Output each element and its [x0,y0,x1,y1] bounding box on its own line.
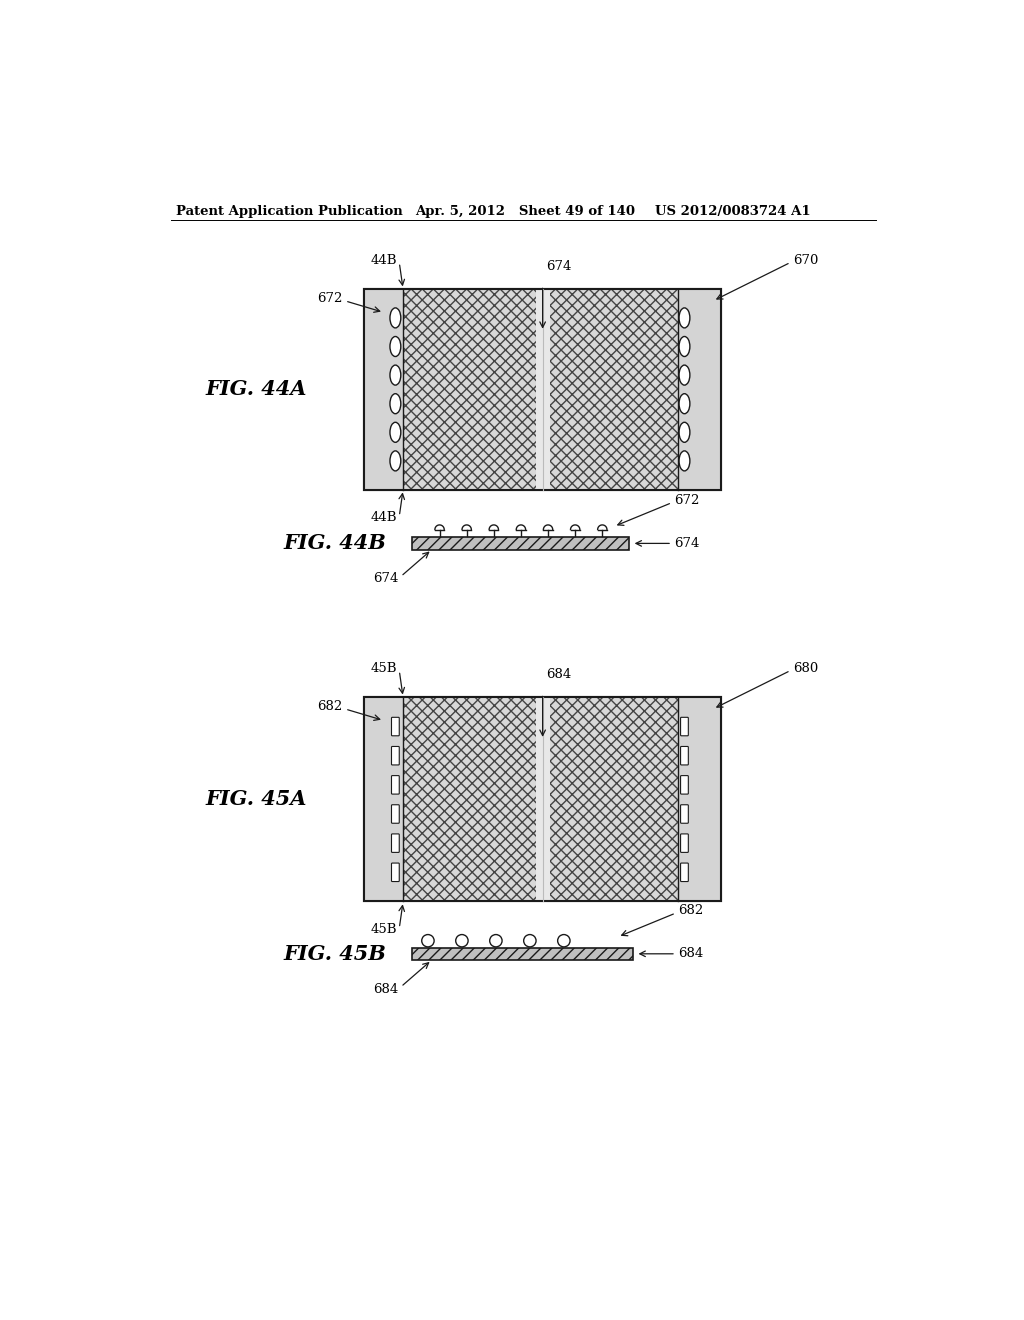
FancyBboxPatch shape [681,834,688,853]
Ellipse shape [390,366,400,385]
FancyBboxPatch shape [681,747,688,766]
Text: 44B: 44B [371,511,397,524]
Bar [536,697,550,902]
Text: 670: 670 [793,253,818,267]
Circle shape [456,935,468,946]
Bar [403,697,536,902]
Text: 674: 674 [675,537,699,550]
FancyBboxPatch shape [391,863,399,882]
FancyBboxPatch shape [681,805,688,824]
Ellipse shape [679,393,690,413]
FancyBboxPatch shape [681,717,688,735]
Text: 684: 684 [373,982,398,995]
Ellipse shape [679,451,690,471]
Bar [365,289,721,490]
Ellipse shape [390,422,400,442]
Ellipse shape [390,337,400,356]
Ellipse shape [390,393,400,413]
FancyBboxPatch shape [391,834,399,853]
Circle shape [558,935,570,946]
Text: FIG. 45A: FIG. 45A [206,789,307,809]
Bar [365,697,721,902]
Text: 45B: 45B [371,661,397,675]
Ellipse shape [679,308,690,327]
Circle shape [422,935,434,946]
Text: 674: 674 [547,260,571,273]
FancyBboxPatch shape [391,717,399,735]
Bar [403,289,536,490]
Ellipse shape [679,422,690,442]
Text: 684: 684 [547,668,571,681]
Ellipse shape [390,308,400,327]
Text: 674: 674 [373,573,398,585]
Bar [678,289,721,490]
Ellipse shape [679,366,690,385]
Ellipse shape [390,451,400,471]
Bar [365,697,721,902]
Bar [550,697,678,902]
Text: 672: 672 [675,494,699,507]
Text: 45B: 45B [371,924,397,936]
Text: 684: 684 [678,948,703,961]
FancyBboxPatch shape [391,776,399,795]
Text: 682: 682 [317,700,343,713]
Bar [365,289,721,490]
Bar [413,537,630,549]
Bar [536,289,550,490]
Text: Apr. 5, 2012   Sheet 49 of 140: Apr. 5, 2012 Sheet 49 of 140 [415,205,635,218]
Text: FIG. 44B: FIG. 44B [283,533,386,553]
FancyBboxPatch shape [681,776,688,795]
Text: 672: 672 [317,292,343,305]
Text: US 2012/0083724 A1: US 2012/0083724 A1 [655,205,811,218]
Text: FIG. 45B: FIG. 45B [283,944,386,964]
FancyBboxPatch shape [391,805,399,824]
Text: 44B: 44B [371,253,397,267]
Ellipse shape [679,337,690,356]
Circle shape [489,935,502,946]
FancyBboxPatch shape [681,863,688,882]
Bar [678,697,721,902]
Text: Patent Application Publication: Patent Application Publication [176,205,402,218]
FancyBboxPatch shape [391,747,399,766]
Text: 682: 682 [678,904,703,917]
Text: FIG. 44A: FIG. 44A [206,379,307,400]
Bar [365,697,403,902]
Bar [413,948,633,960]
Circle shape [523,935,537,946]
Text: 680: 680 [793,661,818,675]
Bar [550,289,678,490]
Bar [365,289,403,490]
